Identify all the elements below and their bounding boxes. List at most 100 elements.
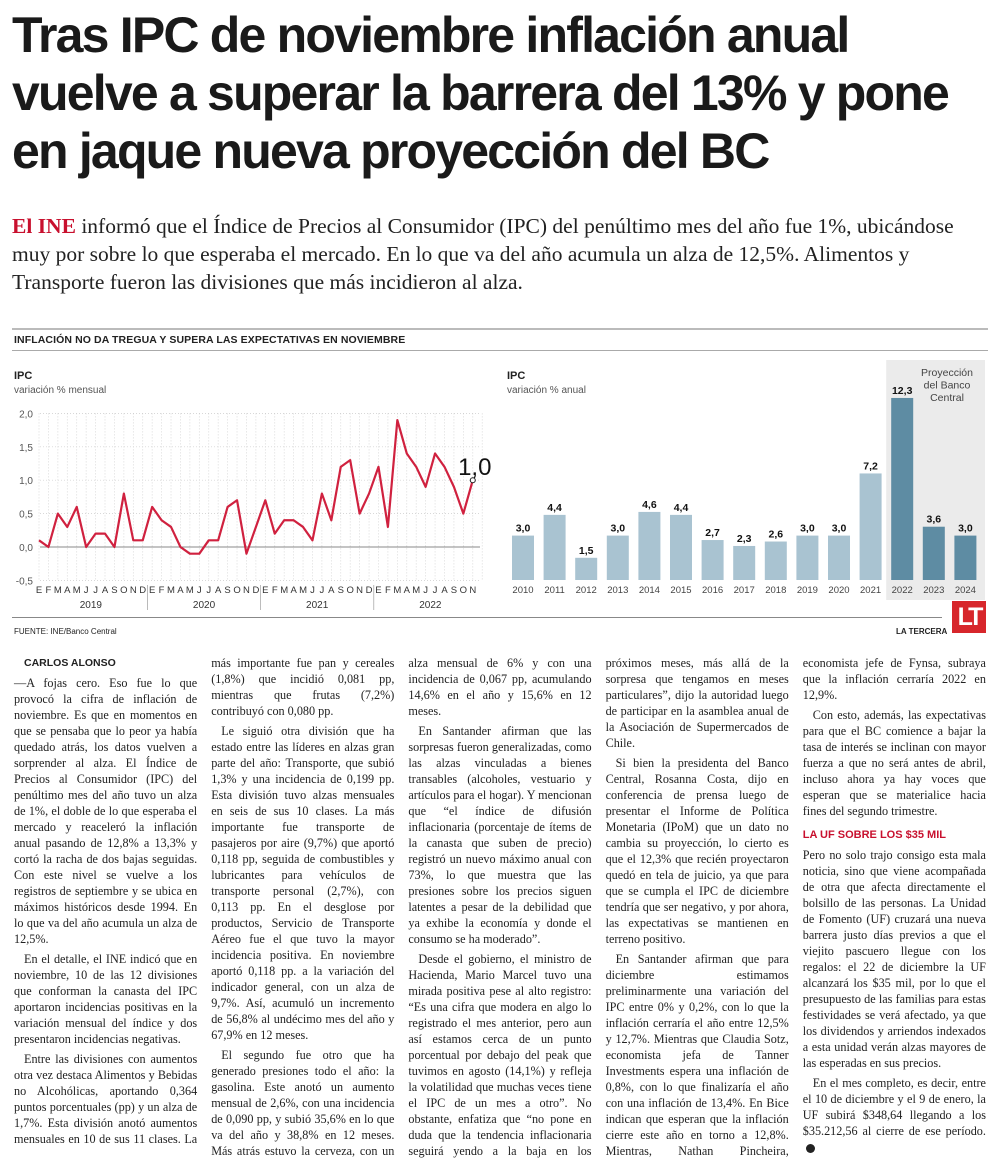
x-month-label: F bbox=[159, 585, 165, 596]
x-month-label: O bbox=[346, 585, 353, 596]
projection-annotation: Proyección bbox=[921, 367, 973, 379]
x-month-label: D bbox=[139, 585, 146, 596]
bar-value-label: 3,0 bbox=[958, 523, 973, 535]
x-tick-label: 2016 bbox=[702, 585, 723, 596]
divider bbox=[12, 328, 988, 330]
x-month-label: A bbox=[328, 585, 335, 596]
article-body: CARLOS ALONSO —A fojas cero. Eso fue lo … bbox=[14, 655, 986, 1159]
x-month-label: S bbox=[338, 585, 344, 596]
x-tick-label: 2018 bbox=[765, 585, 786, 596]
x-tick-label: 2021 bbox=[860, 585, 881, 596]
x-month-label: J bbox=[84, 585, 89, 596]
article-paragraph: Pero no solo trajo consigo esta mala not… bbox=[802, 848, 986, 1070]
bar-value-label: 3,0 bbox=[832, 523, 847, 535]
projection-annotation: Central bbox=[930, 392, 964, 404]
x-month-label: M bbox=[73, 585, 81, 596]
x-tick-label: 2014 bbox=[639, 585, 660, 596]
bar bbox=[575, 557, 598, 580]
source-note: FUENTE: INE/Banco Central bbox=[14, 627, 117, 636]
projection-annotation: del Banco bbox=[924, 380, 971, 392]
x-month-label: F bbox=[272, 585, 278, 596]
x-month-label: J bbox=[310, 585, 315, 596]
article-paragraph: Entre las divisiones con aumentos otra v… bbox=[14, 656, 395, 1146]
article-paragraph: En el mes completo, es decir, entre el 1… bbox=[803, 1075, 986, 1155]
x-year-label: 2020 bbox=[193, 600, 216, 611]
bar-value-label: 7,2 bbox=[863, 460, 878, 472]
article-paragraph: En el detalle, el INE indicó que en novi… bbox=[14, 952, 198, 1046]
bar bbox=[891, 397, 914, 580]
x-month-label: E bbox=[262, 585, 268, 596]
brand-name: LA TERCERA bbox=[896, 627, 948, 636]
y-tick-label: 0,0 bbox=[19, 543, 33, 554]
x-tick-label: 2019 bbox=[797, 585, 818, 596]
x-month-label: M bbox=[393, 585, 401, 596]
x-month-label: N bbox=[469, 585, 476, 596]
x-tick-label: 2011 bbox=[544, 585, 564, 596]
y-tick-label: 1,0 bbox=[19, 476, 33, 487]
x-month-label: M bbox=[167, 585, 175, 596]
x-year-label: 2021 bbox=[306, 600, 329, 611]
x-year-label: 2022 bbox=[419, 600, 442, 611]
bar bbox=[733, 545, 756, 580]
bar bbox=[543, 514, 566, 580]
bar bbox=[670, 514, 692, 580]
bar bbox=[764, 541, 787, 580]
x-month-label: A bbox=[177, 585, 184, 596]
x-month-label: M bbox=[280, 585, 288, 596]
y-tick-label: 1,5 bbox=[19, 443, 33, 454]
last-point-marker bbox=[469, 477, 476, 484]
x-tick-label: 2022 bbox=[892, 585, 913, 596]
x-tick-label: 2010 bbox=[512, 585, 533, 596]
x-month-label: A bbox=[64, 585, 71, 596]
x-month-label: J bbox=[206, 585, 211, 596]
x-month-label: S bbox=[451, 585, 457, 596]
x-month-label: J bbox=[433, 585, 438, 596]
x-month-label: A bbox=[441, 585, 448, 596]
bar-value-label: 4,4 bbox=[547, 502, 562, 514]
x-month-label: S bbox=[224, 585, 230, 596]
bar-value-label: 2,6 bbox=[768, 529, 783, 541]
line-chart-subtitle: variación % mensual bbox=[14, 385, 107, 396]
bar bbox=[638, 511, 661, 580]
article-paragraph: Le siguió otra división que ha estado en… bbox=[211, 724, 395, 1042]
x-month-label: J bbox=[320, 585, 325, 596]
bar-value-label: 4,4 bbox=[674, 502, 689, 514]
article-paragraph: Desde el gobierno, el ministro de Hacien… bbox=[408, 656, 789, 1158]
article-paragraph: Con esto, además, las expectativas para … bbox=[802, 708, 986, 818]
x-month-label: E bbox=[149, 585, 155, 596]
x-month-label: F bbox=[46, 585, 52, 596]
bar-value-label: 1,5 bbox=[579, 545, 594, 557]
article-paragraph: El segundo fue otro que ha generado pres… bbox=[211, 656, 592, 1158]
bar bbox=[922, 526, 945, 580]
bar-value-label: 3,0 bbox=[516, 523, 531, 535]
x-month-label: A bbox=[102, 585, 109, 596]
x-month-label: N bbox=[130, 585, 137, 596]
bar bbox=[796, 535, 819, 580]
x-month-label: D bbox=[366, 585, 373, 596]
annotation-label: 1,0 bbox=[458, 454, 491, 481]
y-tick-label: 2,0 bbox=[19, 409, 33, 420]
x-month-label: A bbox=[290, 585, 297, 596]
line-chart-title: IPC bbox=[14, 370, 33, 382]
bar bbox=[606, 535, 629, 580]
x-month-label: S bbox=[111, 585, 117, 596]
byline: CARLOS ALONSO bbox=[24, 657, 116, 669]
bar bbox=[701, 540, 724, 580]
x-month-label: J bbox=[197, 585, 202, 596]
lead-paragraph: El INE informó que el Índice de Precios … bbox=[12, 212, 988, 296]
bar bbox=[828, 535, 850, 580]
end-mark-icon bbox=[805, 1143, 815, 1153]
x-month-label: E bbox=[375, 585, 381, 596]
article-paragraph: En Santander afirman que para diciembre … bbox=[605, 656, 986, 1158]
x-month-label: O bbox=[460, 585, 467, 596]
headline: Tras IPC de noviembre inflación anual vu… bbox=[12, 7, 950, 179]
article-paragraph: En Santander afirman que las sorpresas f… bbox=[408, 724, 592, 946]
bar bbox=[954, 535, 977, 580]
bar-value-label: 4,6 bbox=[642, 499, 657, 511]
x-year-label: 2019 bbox=[80, 600, 103, 611]
line-chart: 2,01,51,00,50,0-0,51,0E F M A M J J A S O N D E F M A M J… bbox=[16, 409, 492, 611]
x-month-label: M bbox=[186, 585, 194, 596]
x-month-label: E bbox=[36, 585, 42, 596]
x-month-label: D bbox=[252, 585, 259, 596]
bar-value-label: 3,0 bbox=[610, 523, 625, 535]
